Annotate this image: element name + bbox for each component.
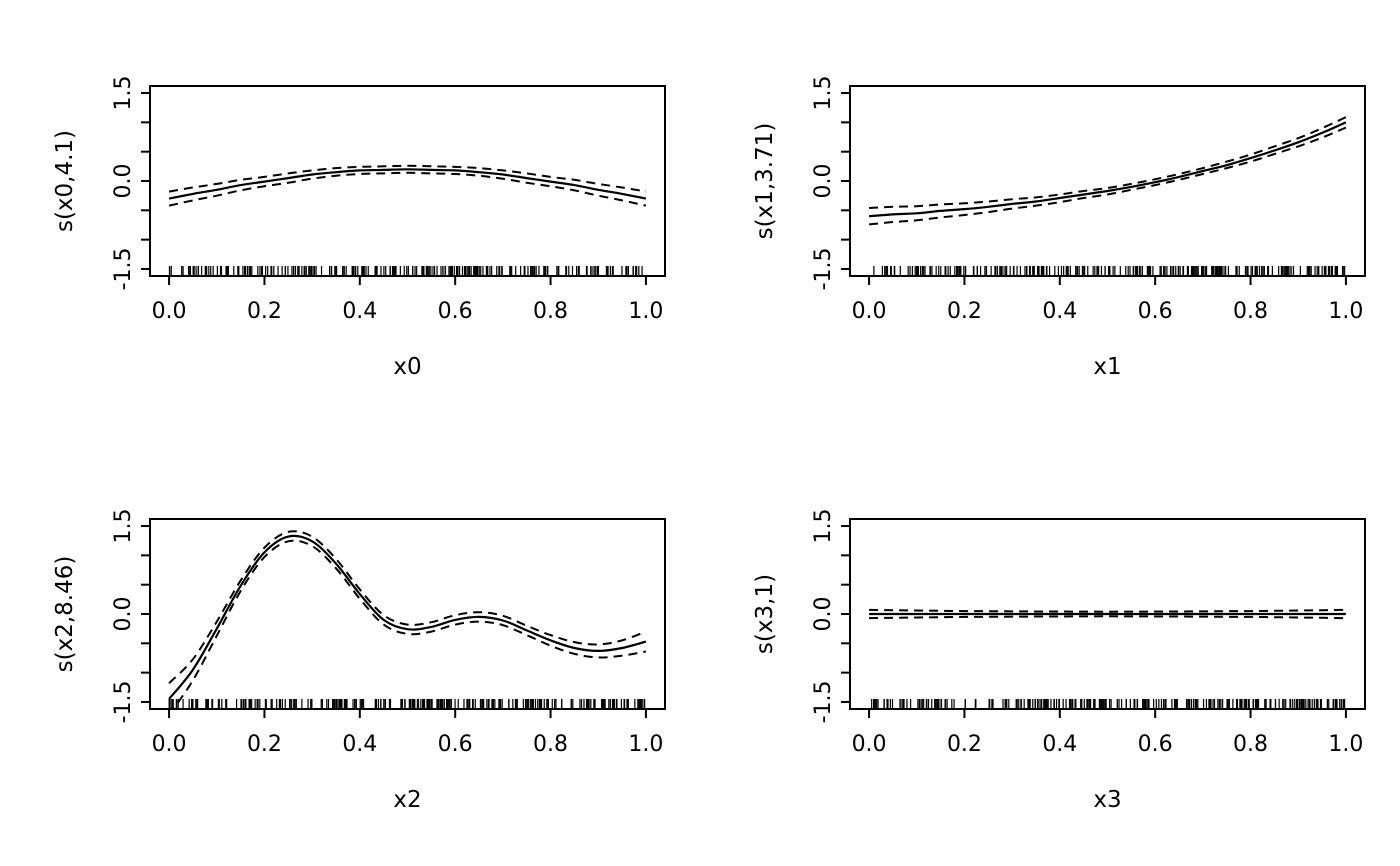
x-tick-label: 0.4 (342, 732, 377, 757)
ci-lower-line (868, 126, 1347, 226)
y-axis-label: s(x0,4.1) (52, 130, 78, 232)
x-tick-label: 0.8 (1233, 732, 1268, 757)
y-axis-label: s(x1,3.71) (752, 123, 778, 240)
x-tick-label: 0.8 (533, 299, 568, 324)
y-tick-label: -1.5 (111, 680, 136, 723)
y-tick-label: 1.5 (811, 76, 836, 111)
chart-svg: 0.0 0.2 0.4 0.6 0.8 1.0 -1.5 0.0 1.5 x0 s(x0,4.1) (52, 76, 666, 380)
y-tick-label: 0.0 (811, 597, 836, 632)
x-tick-label: 0.6 (438, 732, 473, 757)
plot-box (149, 518, 666, 710)
panel-s-x2: 0.0 0.2 0.4 0.6 0.8 1.0 -1.5 0.0 1.5 x2 s(x2,8.46) (0, 433, 700, 866)
y-tick-label: -1.5 (111, 247, 136, 290)
rug-marks (168, 699, 646, 708)
y-tick-label: 0.0 (111, 597, 136, 632)
ci-upper-line (869, 116, 1347, 209)
rug-marks (168, 266, 643, 275)
x-tick-label: 0.6 (438, 299, 473, 324)
ci-lower-line (172, 539, 647, 709)
ci-lower-line (869, 615, 1346, 620)
x-tick-label: 0.4 (1042, 299, 1077, 324)
plot-box (849, 85, 1366, 277)
rug-marks (873, 266, 1346, 275)
x-axis-label: x3 (1093, 787, 1121, 813)
x-tick-label: 0.8 (1233, 299, 1268, 324)
ci-upper-line (168, 530, 647, 684)
panel-s-x3: 0.0 0.2 0.4 0.6 0.8 1.0 -1.5 0.0 1.5 x3 s(x3,1) (700, 433, 1400, 866)
fit-line (168, 534, 647, 700)
fit-line (168, 168, 647, 200)
x-tick-label: 0.0 (152, 732, 187, 757)
x-tick-label: 0.4 (342, 299, 377, 324)
x-tick-label: 1.0 (1328, 299, 1363, 324)
ci-upper-line (869, 608, 1346, 613)
x-tick-label: 0.0 (152, 299, 187, 324)
panel-s-x1: 0.0 0.2 0.4 0.6 0.8 1.0 -1.5 0.0 1.5 x1 s(x1,3.71) (700, 0, 1400, 433)
fit-line (869, 121, 1347, 218)
x-tick-label: 0.0 (852, 299, 887, 324)
x-tick-label: 0.6 (1138, 299, 1173, 324)
chart-svg: 0.0 0.2 0.4 0.6 0.8 1.0 -1.5 0.0 1.5 x3 s(x3,1) (752, 509, 1366, 813)
x-tick-label: 0.4 (1042, 732, 1077, 757)
y-tick-label: -1.5 (811, 247, 836, 290)
x-tick-label: 1.0 (628, 732, 663, 757)
y-tick-label: 0.0 (811, 164, 836, 199)
x-tick-label: 0.2 (947, 299, 982, 324)
y-tick-label: 0.0 (111, 164, 136, 199)
x-axis-label: x0 (393, 354, 421, 380)
x-tick-label: 0.0 (852, 732, 887, 757)
x-tick-label: 0.6 (1138, 732, 1173, 757)
y-tick-label: 1.5 (111, 509, 136, 544)
x-tick-label: 1.0 (1328, 732, 1363, 757)
y-tick-label: 1.5 (811, 509, 836, 544)
chart-svg: 0.0 0.2 0.4 0.6 0.8 1.0 -1.5 0.0 1.5 x1 s(x1,3.71) (752, 76, 1366, 380)
x-axis-label: x2 (393, 787, 421, 813)
x-axis-label: x1 (1093, 354, 1121, 380)
x-tick-label: 1.0 (628, 299, 663, 324)
ci-upper-line (168, 164, 647, 193)
x-tick-label: 0.2 (247, 732, 282, 757)
x-tick-label: 0.2 (247, 299, 282, 324)
plot-box (149, 85, 666, 277)
y-axis-label: s(x3,1) (752, 574, 778, 654)
chart-svg: 0.0 0.2 0.4 0.6 0.8 1.0 -1.5 0.0 1.5 x2 s(x2,8.46) (52, 509, 666, 813)
x-tick-label: 0.2 (947, 732, 982, 757)
panel-s-x0: 0.0 0.2 0.4 0.6 0.8 1.0 -1.5 0.0 1.5 x0 s(x0,4.1) (0, 0, 700, 433)
y-tick-label: -1.5 (811, 680, 836, 723)
rug-marks (871, 699, 1346, 708)
ci-lower-line (168, 171, 647, 207)
x-tick-label: 0.8 (533, 732, 568, 757)
y-axis-label: s(x2,8.46) (52, 556, 78, 673)
y-tick-label: 1.5 (111, 76, 136, 111)
